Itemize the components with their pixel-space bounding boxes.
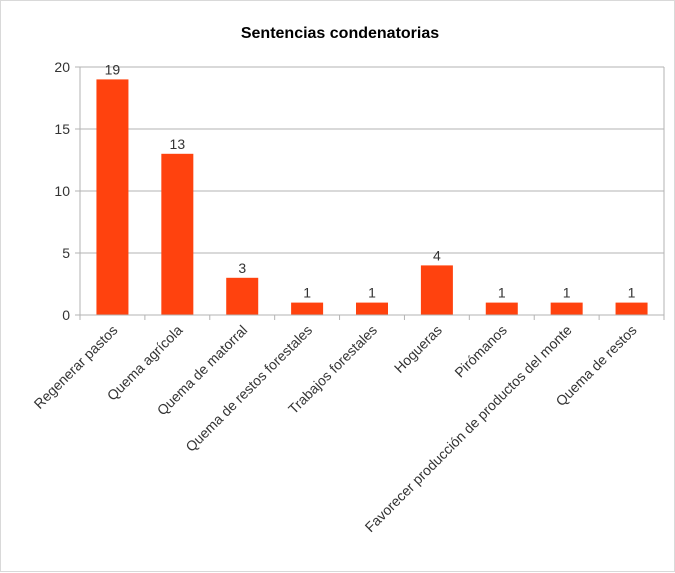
bar bbox=[356, 302, 388, 315]
x-tick-label: Regenerar pastos bbox=[31, 322, 121, 412]
bar bbox=[226, 277, 259, 315]
data-label: 1 bbox=[563, 285, 571, 301]
x-tick-label: Pirómanos bbox=[451, 322, 510, 381]
x-tick-label: Quema de restos forestales bbox=[182, 322, 315, 455]
bar bbox=[550, 302, 583, 315]
data-labels: 19 13 3 1 1 4 1 1 1 bbox=[105, 61, 636, 300]
bar bbox=[615, 302, 648, 315]
bar bbox=[420, 265, 453, 315]
data-label: 3 bbox=[238, 260, 246, 276]
data-label: 19 bbox=[105, 61, 121, 77]
chart-title: Sentencias condenatorias bbox=[241, 25, 439, 42]
bar bbox=[96, 79, 129, 316]
x-tick-label: Hogueras bbox=[391, 322, 445, 376]
y-tick-label: 10 bbox=[54, 183, 70, 199]
bar bbox=[291, 302, 324, 315]
bar bbox=[161, 153, 194, 315]
data-label: 1 bbox=[498, 285, 506, 301]
data-label: 1 bbox=[303, 285, 311, 301]
y-axis: 0 5 10 15 20 bbox=[54, 59, 665, 323]
data-label: 1 bbox=[368, 285, 376, 301]
y-tick-label: 0 bbox=[62, 307, 70, 323]
bar bbox=[485, 302, 518, 315]
data-label: 1 bbox=[628, 285, 636, 301]
data-label: 4 bbox=[433, 247, 441, 263]
y-tick-label: 15 bbox=[54, 121, 70, 137]
y-tick-label: 5 bbox=[62, 245, 70, 261]
data-label: 13 bbox=[170, 136, 186, 152]
bars bbox=[96, 79, 648, 316]
y-tick-label: 20 bbox=[54, 59, 70, 75]
